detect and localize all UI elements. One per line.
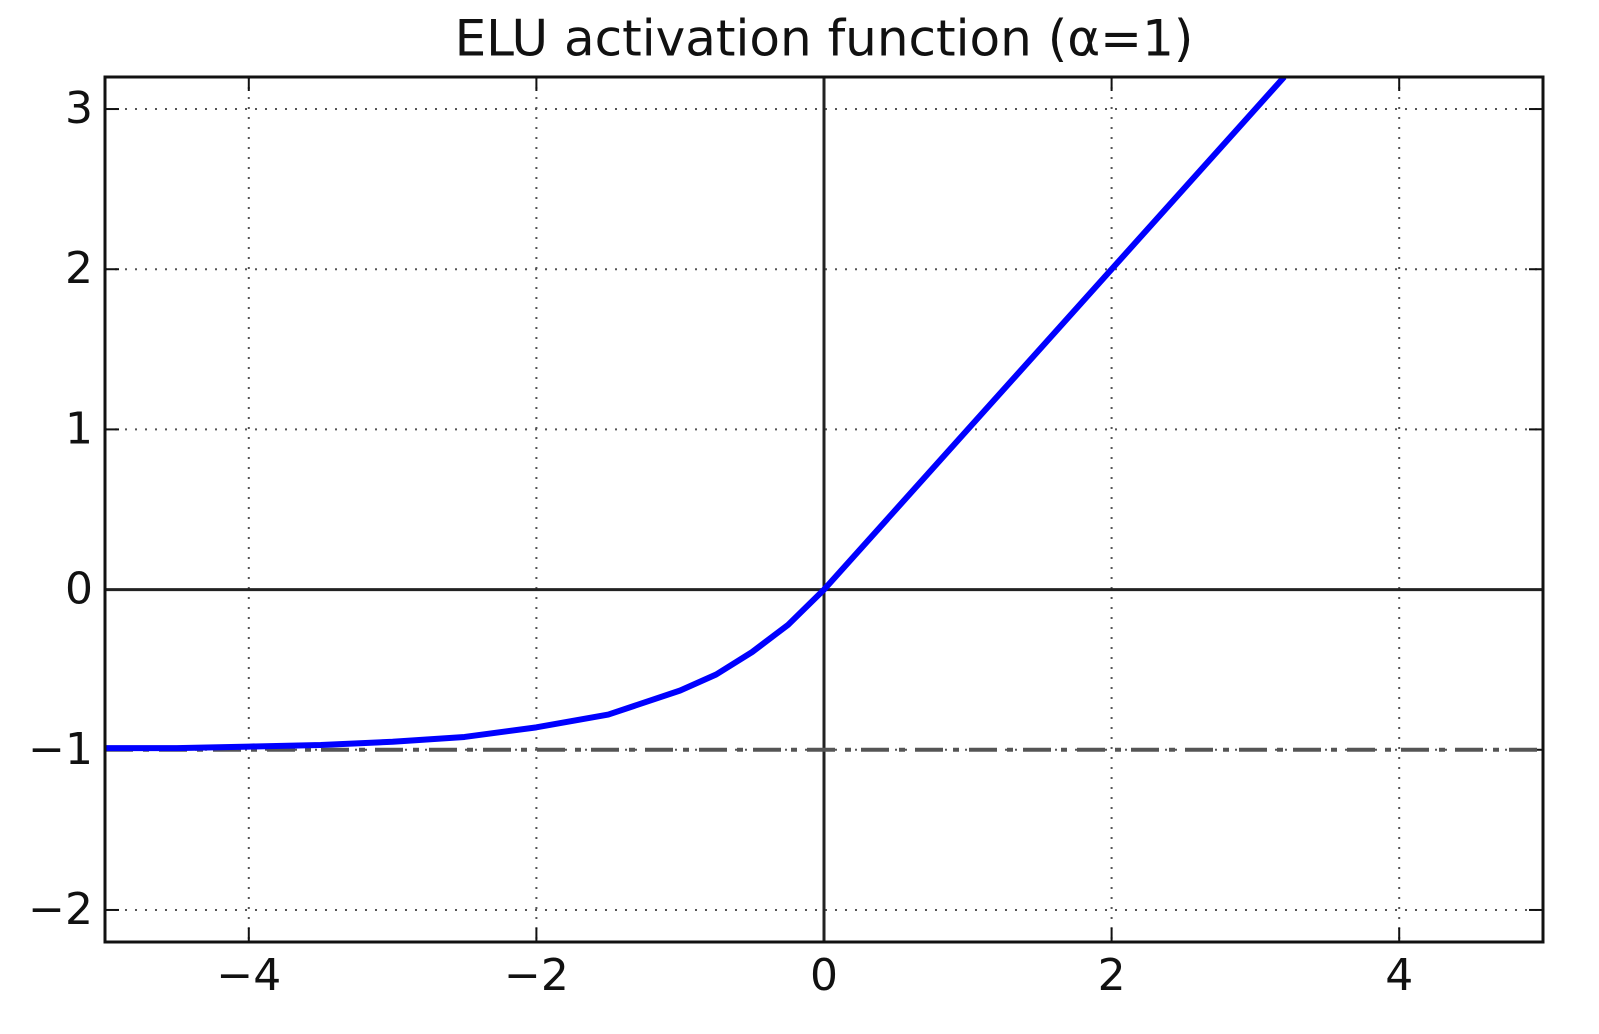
plot-frame — [103, 75, 1545, 944]
y-tick-label: 3 — [65, 83, 93, 134]
x-tick-label: −2 — [504, 950, 569, 1001]
y-tick-label: 0 — [65, 564, 93, 615]
x-tick-label: 2 — [1098, 950, 1126, 1001]
x-tick-label: −4 — [216, 950, 281, 1001]
y-tick-label: 1 — [65, 403, 93, 454]
chart-title: ELU activation function (α=1) — [455, 10, 1194, 68]
x-tick-label: 0 — [810, 950, 838, 1001]
x-tick-label: 4 — [1385, 950, 1413, 1001]
y-tick-label: −1 — [28, 724, 93, 775]
data-line — [105, 77, 1287, 752]
y-tick-label: −2 — [28, 884, 93, 935]
y-tick-label: 2 — [65, 243, 93, 294]
